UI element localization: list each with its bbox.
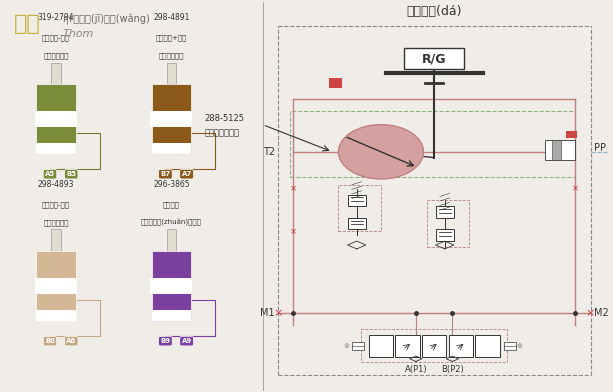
Bar — [436, 229, 454, 241]
Text: ×: × — [273, 308, 283, 318]
Text: （動臂油罐）: （動臂油罐） — [44, 52, 69, 59]
Bar — [51, 229, 61, 251]
Text: A6: A6 — [66, 338, 76, 344]
Text: 296-3865: 296-3865 — [153, 180, 190, 189]
Text: ×: × — [289, 184, 297, 193]
Bar — [404, 48, 465, 69]
Text: M2: M2 — [593, 308, 608, 318]
Circle shape — [338, 125, 424, 179]
Bar — [348, 218, 366, 229]
Bar — [151, 310, 191, 321]
Bar — [167, 62, 177, 84]
Text: A9: A9 — [181, 338, 192, 344]
Bar — [151, 143, 191, 154]
Text: 油罐總成-油路: 油罐總成-油路 — [42, 201, 70, 208]
Text: 298-4893: 298-4893 — [38, 180, 74, 189]
Text: A7: A7 — [181, 171, 192, 177]
Text: ⊗: ⊗ — [343, 343, 349, 349]
Bar — [395, 335, 419, 357]
Bar — [422, 335, 446, 357]
Bar — [35, 278, 77, 294]
Text: T2: T2 — [262, 147, 275, 157]
Text: （鏟斗油罐）: （鏟斗油罐） — [44, 219, 69, 225]
Text: 油罐總成: 油罐總成 — [163, 201, 180, 208]
Bar — [35, 111, 77, 127]
Bar — [36, 251, 76, 321]
Text: ×: × — [572, 184, 579, 193]
Bar — [36, 143, 76, 154]
Bar — [36, 84, 76, 154]
Bar — [151, 111, 192, 127]
Bar — [348, 194, 366, 206]
Bar — [552, 140, 561, 160]
Bar — [167, 229, 177, 251]
Text: B7: B7 — [161, 171, 170, 177]
Text: 行走馬達(dá): 行走馬達(dá) — [406, 5, 462, 18]
Text: 油罐總成+油路: 油罐總成+油路 — [156, 34, 187, 41]
Bar — [36, 310, 76, 321]
Text: A(P1): A(P1) — [405, 365, 427, 374]
Bar — [504, 342, 516, 350]
Text: ×: × — [289, 227, 297, 236]
Text: r|r工程機(jī)械網(wǎng): r|r工程機(jī)械網(wǎng) — [62, 14, 150, 25]
Text: 288-5125: 288-5125 — [205, 114, 245, 123]
Text: Thom: Thom — [62, 29, 94, 40]
Bar — [449, 335, 473, 357]
Text: 鐵田: 鐵田 — [13, 14, 40, 34]
Bar — [476, 335, 500, 357]
Text: ⊗: ⊗ — [516, 343, 522, 349]
Text: A5: A5 — [45, 171, 55, 177]
Text: B6: B6 — [45, 338, 55, 344]
Bar — [352, 342, 364, 350]
Text: PP: PP — [593, 143, 606, 153]
Bar — [151, 278, 192, 294]
Text: 終傳動（左邊）: 終傳動（左邊） — [205, 128, 240, 137]
Text: B9: B9 — [161, 338, 170, 344]
Text: 油罐總成-油路: 油罐總成-油路 — [42, 34, 70, 41]
Text: B5: B5 — [66, 171, 76, 177]
Text: B(P2): B(P2) — [441, 365, 463, 374]
Bar — [329, 78, 341, 88]
Text: ×: × — [586, 308, 595, 318]
Text: 298-4891: 298-4891 — [153, 13, 189, 22]
Bar — [368, 335, 393, 357]
Bar — [151, 251, 191, 321]
Text: R/G: R/G — [422, 52, 446, 65]
Text: （動臂回轉(zhuǎn)油罐）: （動臂回轉(zhuǎn)油罐） — [141, 218, 202, 225]
Bar — [51, 62, 61, 84]
Text: 319-2794: 319-2794 — [38, 13, 74, 22]
Bar — [436, 206, 454, 218]
Bar — [151, 84, 191, 154]
Bar — [566, 131, 577, 138]
Text: （斗桿油罐）: （斗桿油罐） — [159, 52, 184, 59]
Text: M1: M1 — [260, 308, 275, 318]
Bar — [545, 140, 576, 160]
